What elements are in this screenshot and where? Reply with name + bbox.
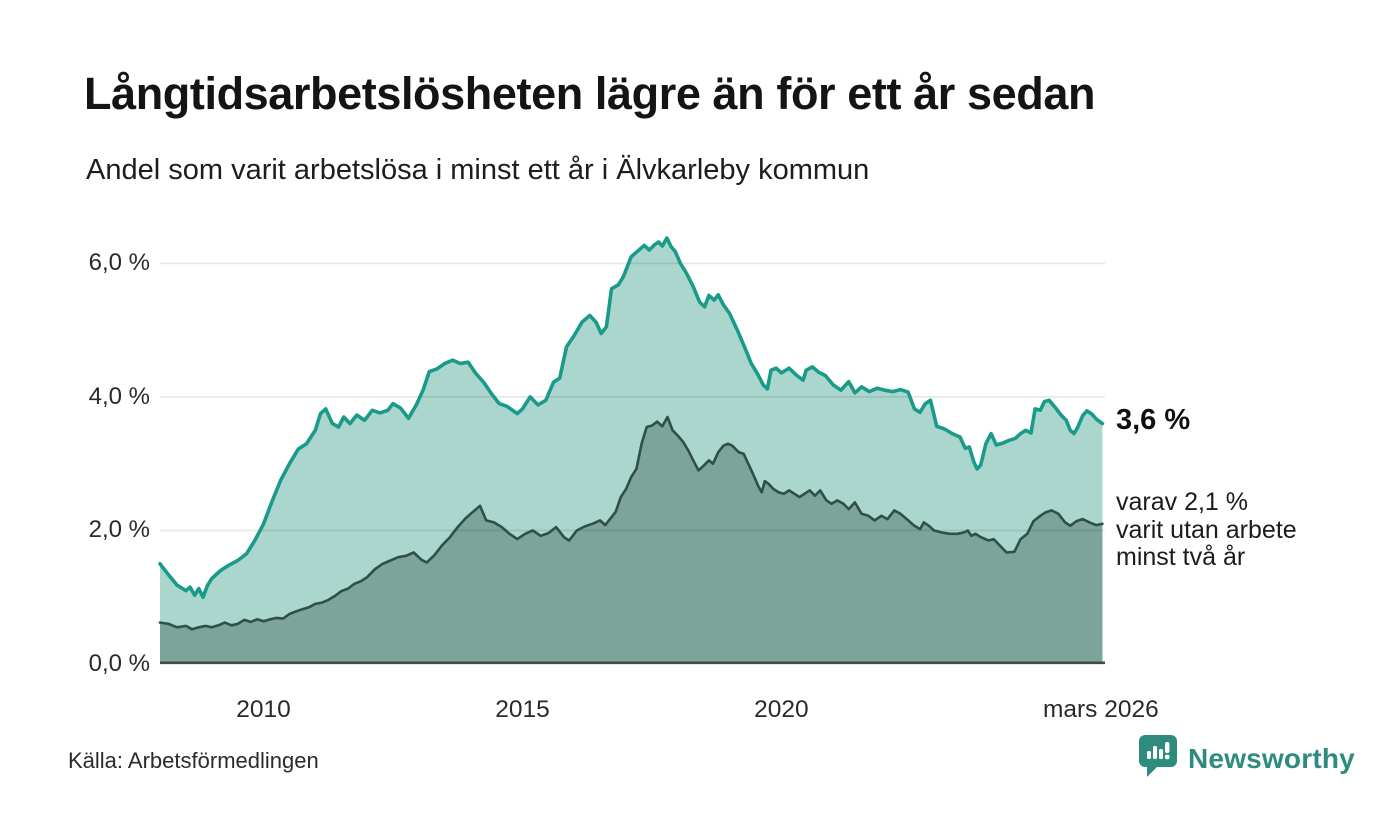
- page-title: Långtidsarbetslösheten lägre än för ett …: [84, 68, 1096, 119]
- latest-value-label: 3,6 %: [1116, 404, 1191, 436]
- y-axis-tick-label: 4,0 %: [88, 382, 150, 410]
- source-note: Källa: Arbetsförmedlingen: [68, 748, 319, 773]
- x-axis-tick-label: 2010: [236, 696, 291, 723]
- newsworthy-logo-text: Newsworthy: [1188, 742, 1355, 774]
- y-axis-tick-label: 0,0 %: [88, 650, 150, 677]
- secondary-value-line2: varit utan arbete: [1116, 515, 1297, 544]
- chart-subtitle: Andel som varit arbetslösa i minst ett å…: [86, 154, 870, 186]
- bar-chart-pin-icon: [1138, 734, 1178, 783]
- arbetslosa-minst-ett-ar-line: [158, 236, 1105, 599]
- newsworthy-logo: Newsworthy: [1138, 734, 1355, 783]
- area-chart: [158, 236, 1105, 665]
- secondary-value-line1: varav 2,1 %: [1116, 488, 1249, 516]
- x-axis-tick-label: 2015: [495, 696, 550, 723]
- x-axis-tick-label: mars 2026: [1042, 696, 1159, 723]
- x-axis-tick-label: 2020: [754, 696, 809, 723]
- varav-utan-arbete-minst-tva-ar-area: [160, 417, 1103, 664]
- varav-utan-arbete-minst-tva-ar-line: [158, 415, 1104, 631]
- y-axis-tick-label: 2,0 %: [88, 516, 150, 544]
- y-axis-tick-label: 6,0 %: [88, 249, 150, 277]
- secondary-value-label: varav 2,1 % varit utan arbete minst två …: [1116, 488, 1297, 572]
- secondary-value-line3: minst två år: [1116, 543, 1246, 571]
